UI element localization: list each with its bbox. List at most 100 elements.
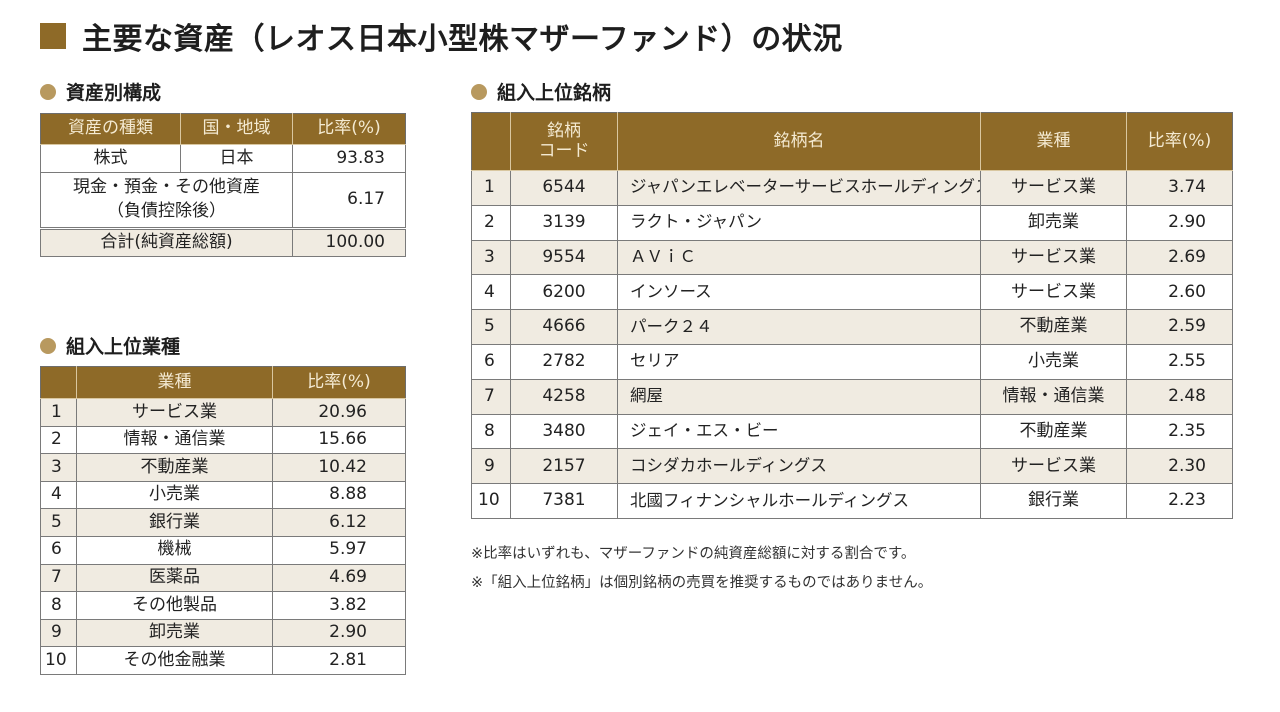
asset-type-line2: （負債控除後） [107, 201, 226, 221]
table-row: 6 2782 セリア 小売業 2.55 [471, 343, 1233, 380]
code-cell: 6544 [510, 170, 618, 206]
table-row: 10 7381 北國フィナンシャルホールディングス 銀行業 2.23 [471, 483, 1233, 519]
code-cell: 2157 [510, 448, 618, 485]
rank-cell: 7 [471, 378, 511, 415]
name-cell: パーク２４ [617, 309, 981, 345]
industry-cell: 銀行業 [76, 508, 273, 537]
rank-cell: 4 [471, 274, 511, 311]
rank-cell: 3 [471, 239, 511, 276]
bullet-dot-icon [40, 337, 56, 354]
asset-type-cell: 株式 [40, 144, 181, 173]
ratio-cell: 6.12 [272, 508, 406, 537]
ratio-cell: 2.59 [1126, 309, 1233, 345]
name-cell: 網屋 [617, 378, 981, 415]
footnote: ※比率はいずれも、マザーファンドの純資産総額に対する割合です。 [471, 546, 916, 562]
table-row: 5 4666 パーク２４ 不動産業 2.59 [471, 309, 1233, 345]
rank-cell: 9 [471, 448, 511, 485]
top-holdings-table: 銘柄 コード 銘柄名 業種 比率(%) 1 6544 ジャパンエレベーターサービ… [471, 112, 1233, 519]
rank-cell: 4 [40, 480, 77, 510]
table-row: 9 2157 コシダカホールディングス サービス業 2.30 [471, 448, 1233, 485]
rank-cell: 5 [471, 309, 511, 345]
rank-cell: 10 [471, 483, 511, 519]
name-cell: コシダカホールディングス [617, 448, 981, 485]
code-cell: 4666 [510, 309, 618, 345]
code-cell: 7381 [510, 483, 618, 519]
top-industries-table: 業種 比率(%) 1 サービス業 20.96 2 情報・通信業 15.66 3 … [40, 366, 406, 675]
rank-cell: 1 [471, 170, 511, 206]
ratio-cell: 2.60 [1126, 274, 1233, 311]
industry-cell: 卸売業 [76, 618, 273, 648]
bullet-dot-icon [471, 83, 487, 100]
title-square-icon [40, 23, 66, 49]
ratio-cell: 2.48 [1126, 378, 1233, 415]
table-row: 1 6544 ジャパンエレベーターサービスホールディングス サービス業 3.74 [471, 170, 1233, 206]
name-cell: ジェイ・エス・ビー [617, 413, 981, 450]
ratio-cell: 5.97 [272, 535, 406, 565]
ratio-cell: 2.81 [272, 646, 406, 675]
code-cell: 3139 [510, 204, 618, 241]
table-row: 5 銀行業 6.12 [40, 508, 406, 537]
name-cell: セリア [617, 343, 981, 380]
region-cell: 日本 [180, 144, 293, 173]
top-industries-heading: 組入上位業種 [40, 332, 180, 359]
table-row: 3 9554 ＡＶｉＣ サービス業 2.69 [471, 239, 1233, 276]
asset-type-cell: 現金・預金・その他資産 （負債控除後） [40, 172, 293, 229]
page-title: 主要な資産（レオス日本小型株マザーファンド）の状況 [40, 14, 843, 58]
column-header-asset-type: 資産の種類 [40, 113, 181, 145]
ratio-cell: 20.96 [272, 398, 406, 427]
name-cell: インソース [617, 274, 981, 311]
code-cell: 2782 [510, 343, 618, 380]
rank-cell: 9 [40, 618, 77, 648]
industry-cell: 小売業 [980, 343, 1127, 380]
ratio-cell: 2.30 [1126, 448, 1233, 485]
ratio-cell: 2.90 [1126, 204, 1233, 241]
table-row: 4 小売業 8.88 [40, 480, 406, 510]
ratio-cell: 2.23 [1126, 483, 1233, 519]
industry-cell: サービス業 [980, 239, 1127, 276]
rank-cell: 3 [40, 453, 77, 482]
column-header-code: 銘柄 コード [510, 112, 618, 171]
industry-cell: 情報・通信業 [980, 378, 1127, 415]
name-cell: ラクト・ジャパン [617, 204, 981, 241]
ratio-cell: 3.82 [272, 591, 406, 620]
total-label: 合計(純資産総額) [40, 227, 293, 257]
footnote: ※「組入上位銘柄」は個別銘柄の売買を推奨するものではありません。 [471, 575, 933, 591]
ratio-cell: 10.42 [272, 453, 406, 482]
industry-cell: 卸売業 [980, 204, 1127, 241]
table-row: 6 機械 5.97 [40, 535, 406, 565]
table-row: 4 6200 インソース サービス業 2.60 [471, 274, 1233, 311]
column-header-rank [471, 112, 511, 171]
rank-cell: 6 [40, 535, 77, 565]
table-row: 2 3139 ラクト・ジャパン 卸売業 2.90 [471, 204, 1233, 241]
column-header-industry: 業種 [76, 366, 273, 399]
table-row: 3 不動産業 10.42 [40, 453, 406, 482]
rank-cell: 1 [40, 398, 77, 427]
bullet-dot-icon [40, 83, 56, 100]
table-header-row: 業種 比率(%) [40, 366, 406, 399]
asset-composition-heading: 資産別構成 [40, 78, 161, 105]
rank-cell: 10 [40, 646, 77, 675]
industry-cell: サービス業 [76, 398, 273, 427]
column-header-ratio: 比率(%) [272, 366, 406, 399]
ratio-cell: 2.55 [1126, 343, 1233, 380]
table-row: 10 その他金融業 2.81 [40, 646, 406, 675]
industry-cell: 医薬品 [76, 563, 273, 593]
ratio-cell: 6.17 [292, 172, 406, 229]
name-cell: ＡＶｉＣ [617, 239, 981, 276]
industry-cell: 不動産業 [76, 453, 273, 482]
rank-cell: 7 [40, 563, 77, 593]
ratio-cell: 4.69 [272, 563, 406, 593]
industry-cell: 不動産業 [980, 309, 1127, 345]
footnotes: ※比率はいずれも、マザーファンドの純資産総額に対する割合です。 ※「組入上位銘柄… [471, 540, 932, 598]
table-header-row: 資産の種類 国・地域 比率(%) [40, 113, 406, 145]
ratio-cell: 8.88 [272, 480, 406, 510]
code-cell: 4258 [510, 378, 618, 415]
table-row: 株式 日本 93.83 [40, 144, 406, 173]
code-cell: 9554 [510, 239, 618, 276]
rank-cell: 8 [40, 591, 77, 620]
rank-cell: 8 [471, 413, 511, 450]
code-cell: 6200 [510, 274, 618, 311]
industry-cell: サービス業 [980, 170, 1127, 206]
name-cell: 北國フィナンシャルホールディングス [617, 483, 981, 519]
table-row: 1 サービス業 20.96 [40, 398, 406, 427]
